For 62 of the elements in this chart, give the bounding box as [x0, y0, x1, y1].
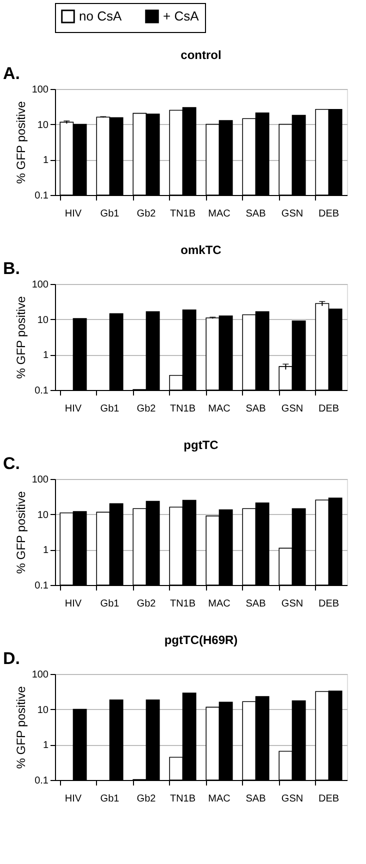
- x-tick-label: SAB: [246, 208, 266, 220]
- x-tick-label: SAB: [246, 794, 266, 804]
- x-tick-label: MAC: [208, 794, 230, 804]
- x-tick-label: Gb1: [100, 404, 120, 414]
- legend-label: no CsA: [79, 8, 122, 24]
- x-tick-label: GSN: [281, 404, 304, 414]
- x-tick-label: Gb1: [100, 794, 120, 804]
- y-axis-title: % GFP positive: [14, 490, 28, 574]
- x-tick-label: HIV: [64, 598, 82, 610]
- x-tick-label: SAB: [246, 598, 266, 610]
- x-tick-label: Gb2: [136, 404, 156, 414]
- x-tick-label: Gb1: [100, 598, 120, 610]
- chart-title: omkTC: [180, 243, 222, 257]
- y-tick-label: 0.1: [34, 386, 49, 396]
- text: B.: [3, 259, 20, 278]
- y-tick-label: 0.1: [34, 580, 49, 592]
- chart-title: control: [180, 48, 222, 62]
- legend-label: + CsA: [163, 8, 200, 24]
- x-tick-label: HIV: [64, 208, 82, 220]
- text: A.: [3, 64, 20, 83]
- x-tick-label: GSN: [281, 208, 304, 220]
- y-tick-label: 100: [32, 280, 49, 290]
- y-tick-label: 0.1: [34, 776, 49, 786]
- x-tick-label: Gb2: [136, 794, 156, 804]
- x-tick-label: MAC: [208, 404, 230, 414]
- text: D.: [3, 649, 20, 668]
- chart-title: pgtTC(H69R): [164, 633, 238, 647]
- x-tick-label: DEB: [318, 598, 340, 610]
- x-tick-label: GSN: [281, 794, 304, 804]
- x-tick-label: TN1B: [170, 598, 196, 610]
- y-tick-label: 10: [37, 510, 49, 521]
- x-tick-label: TN1B: [170, 794, 196, 804]
- x-tick-label: TN1B: [170, 404, 196, 414]
- y-tick-label: 10: [37, 314, 49, 326]
- x-tick-label: HIV: [64, 794, 82, 804]
- x-tick-label: MAC: [208, 598, 230, 610]
- y-tick-label: 10: [37, 704, 49, 716]
- x-tick-label: TN1B: [170, 208, 196, 220]
- y-tick-label: 100: [32, 84, 49, 96]
- y-tick-label: 1: [42, 545, 49, 556]
- x-tick-label: MAC: [208, 208, 230, 220]
- x-tick-label: GSN: [281, 598, 304, 610]
- y-tick-label: 100: [32, 670, 49, 680]
- chart-title: pgtTC: [184, 438, 219, 452]
- y-tick-label: 10: [37, 120, 49, 131]
- y-axis-title: % GFP positive: [14, 686, 28, 769]
- x-tick-label: DEB: [318, 404, 340, 414]
- y-tick-label: 0.1: [34, 190, 49, 202]
- y-tick-label: 100: [32, 474, 49, 486]
- y-axis-title: % GFP positive: [14, 296, 28, 379]
- x-tick-label: Gb1: [100, 208, 120, 220]
- x-tick-label: DEB: [318, 208, 340, 220]
- x-tick-label: SAB: [246, 404, 266, 414]
- x-tick-label: DEB: [318, 794, 340, 804]
- y-axis-title: % GFP positive: [14, 100, 28, 184]
- y-tick-label: 1: [42, 155, 49, 166]
- y-tick-label: 1: [42, 350, 49, 362]
- x-tick-label: Gb2: [136, 598, 156, 610]
- x-tick-label: HIV: [64, 404, 82, 414]
- x-tick-label: Gb2: [136, 208, 156, 220]
- text: C.: [3, 454, 20, 473]
- y-tick-label: 1: [42, 740, 49, 752]
